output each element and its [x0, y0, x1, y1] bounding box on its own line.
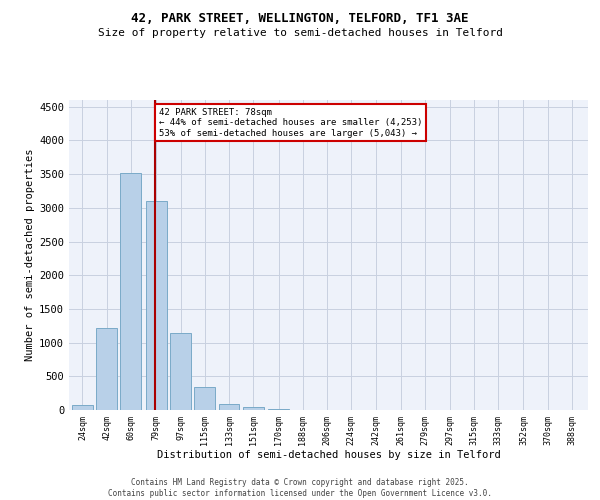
Bar — [121, 173, 141, 410]
Text: 42, PARK STREET, WELLINGTON, TELFORD, TF1 3AE: 42, PARK STREET, WELLINGTON, TELFORD, TF… — [131, 12, 469, 26]
Bar — [72, 405, 93, 410]
Bar — [146, 201, 167, 410]
Bar — [243, 407, 263, 410]
Bar — [96, 328, 117, 410]
Bar — [194, 387, 215, 410]
Bar — [218, 404, 239, 410]
Bar — [268, 408, 289, 410]
Text: 42 PARK STREET: 78sqm
← 44% of semi-detached houses are smaller (4,253)
53% of s: 42 PARK STREET: 78sqm ← 44% of semi-deta… — [159, 108, 422, 138]
Text: Contains HM Land Registry data © Crown copyright and database right 2025.
Contai: Contains HM Land Registry data © Crown c… — [108, 478, 492, 498]
X-axis label: Distribution of semi-detached houses by size in Telford: Distribution of semi-detached houses by … — [157, 450, 500, 460]
Bar — [170, 332, 191, 410]
Y-axis label: Number of semi-detached properties: Number of semi-detached properties — [25, 149, 35, 361]
Text: Size of property relative to semi-detached houses in Telford: Size of property relative to semi-detach… — [97, 28, 503, 38]
